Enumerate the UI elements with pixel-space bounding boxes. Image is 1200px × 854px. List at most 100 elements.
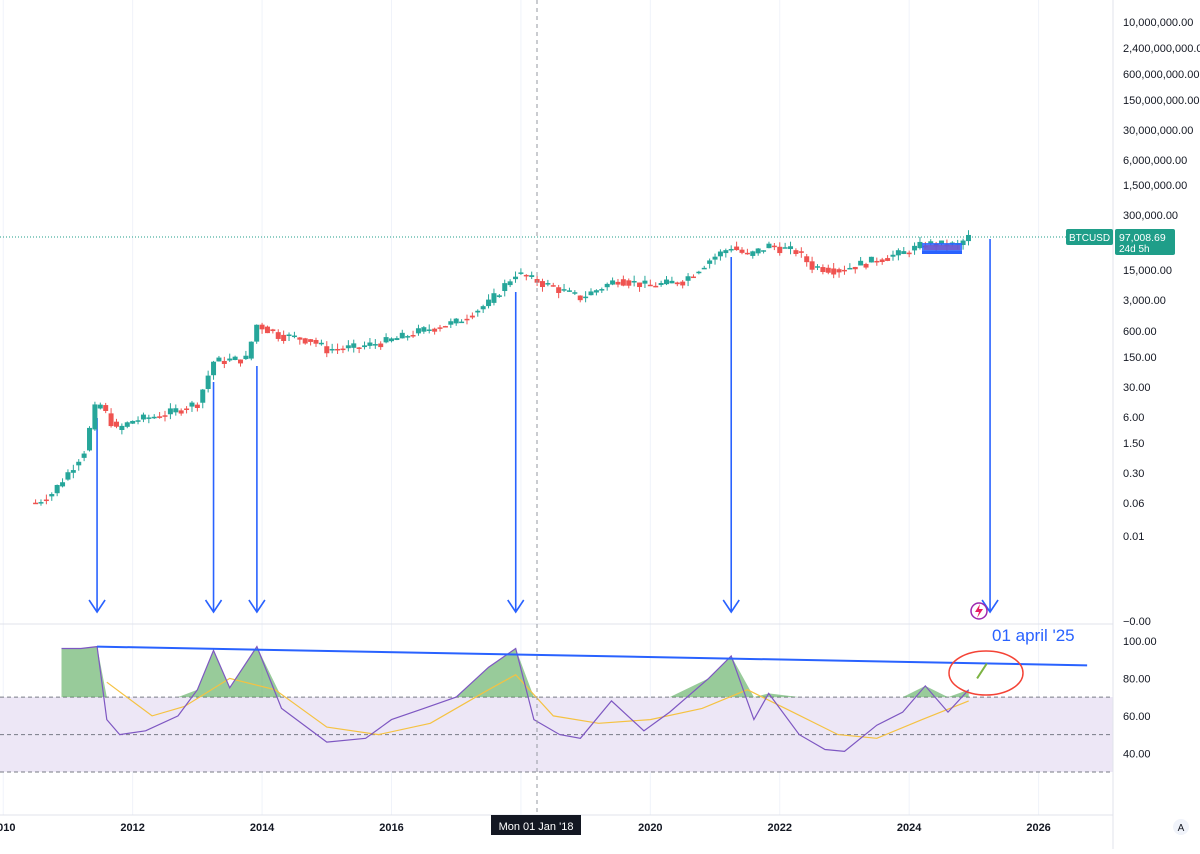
cycle-arrow-head[interactable] (722, 599, 740, 614)
rsi-trendline[interactable] (97, 645, 1088, 667)
lightning-icon[interactable] (970, 602, 988, 620)
candle-body (550, 285, 556, 287)
position-box[interactable] (922, 243, 962, 254)
cycle-arrow-head[interactable] (507, 599, 525, 614)
candle-body (664, 279, 670, 285)
candle-body (965, 234, 971, 242)
price-axis-label: 1.50 (1123, 438, 1144, 450)
chart-grid (2, 0, 1040, 815)
price-pane[interactable] (0, 230, 1113, 620)
candle-body (782, 247, 788, 249)
candle-body (696, 271, 702, 274)
candle-body (415, 328, 421, 334)
candle-body (739, 249, 745, 253)
candle-body (669, 280, 675, 284)
candle-body (405, 336, 411, 338)
annotation-circle[interactable] (948, 650, 1024, 696)
candle-body (825, 267, 831, 273)
candle-body (340, 348, 346, 351)
candle-body (626, 280, 632, 286)
candle-body (205, 375, 211, 389)
candle-body (658, 282, 664, 286)
candle-body (491, 293, 497, 303)
candle-body (87, 427, 93, 451)
candle-body (836, 269, 842, 273)
time-axis[interactable]: 2010 2012 2014 2016 2020 2022 2024 2026 (0, 822, 1051, 834)
candle-body (572, 292, 578, 294)
crosshair-time-text: Mon 01 Jan '18 (499, 821, 574, 833)
candle-body (103, 405, 109, 411)
candle-body (297, 337, 303, 340)
candle-body (410, 335, 416, 337)
price-axis[interactable]: 10,000,000.00 2,400,000,000.0 600,000,000.… (1123, 17, 1200, 628)
candle-body (108, 413, 114, 427)
candle-body (43, 499, 49, 502)
candle-body (507, 281, 513, 286)
cycle-arrow-head[interactable] (248, 599, 266, 614)
price-axis-label: 30.00 (1123, 382, 1151, 394)
annotation-text[interactable]: 01 april '25 (992, 626, 1075, 645)
candle-body (744, 252, 750, 255)
candle-body (518, 272, 524, 274)
candle-body (728, 248, 734, 251)
candle-body (119, 425, 125, 430)
rsi-projection-line[interactable] (976, 662, 988, 679)
rsi-axis-label: 60.00 (1123, 711, 1151, 723)
cycle-arrow-head[interactable] (88, 599, 106, 614)
candle-body (388, 338, 394, 342)
candle-body (383, 337, 389, 343)
candle-body (486, 299, 492, 307)
candle-body (302, 338, 308, 344)
rsi-axis[interactable]: 100.00 80.00 60.00 40.00 (1123, 636, 1157, 760)
auto-scale-label: A (1178, 823, 1185, 834)
cycle-arrow-head[interactable] (204, 599, 223, 614)
time-axis-label: 2024 (897, 822, 922, 834)
candle-body (227, 358, 233, 361)
candle-body (135, 420, 141, 422)
price-axis-label: 0.01 (1123, 531, 1144, 543)
candle-body (453, 318, 459, 324)
rsi-axis-label: 80.00 (1123, 673, 1151, 685)
candle-body (637, 282, 643, 288)
price-axis-label: 30,000,000.00 (1123, 125, 1193, 137)
candle-body (362, 345, 368, 348)
candle-body (130, 420, 136, 424)
candle-body (286, 334, 292, 337)
price-tag: BTCUSD 97,008.69 24d 5h (1066, 229, 1175, 255)
candle-body (685, 276, 691, 281)
candle-body (49, 494, 55, 497)
time-axis-label: 2010 (0, 822, 15, 834)
candle-body (329, 348, 335, 351)
rsi-axis-label: 40.00 (1123, 748, 1151, 760)
candle-body (432, 328, 438, 332)
candle-body (173, 408, 179, 413)
candle-body (723, 250, 729, 254)
cycle-arrow-head[interactable] (981, 599, 999, 614)
candle-body (162, 415, 168, 417)
candle-body (351, 343, 357, 348)
candle-body (701, 267, 707, 270)
candle-body (335, 348, 341, 351)
candle-body (97, 404, 103, 409)
candle-body (712, 256, 718, 260)
candle-body (248, 341, 254, 359)
candle-body (874, 260, 880, 263)
candle-body (545, 283, 551, 285)
price-axis-label: 1,500,000.00 (1123, 180, 1187, 192)
price-candles (33, 230, 971, 506)
candle-body (717, 251, 723, 257)
candle-body (960, 240, 966, 246)
candle-body (690, 276, 696, 279)
price-axis-label: 150.00 (1123, 352, 1157, 364)
candle-body (820, 267, 826, 273)
candle-body (788, 246, 794, 250)
candle-body (809, 261, 815, 270)
candle-body (421, 327, 427, 332)
candle-body (906, 252, 912, 255)
candle-body (140, 414, 146, 420)
candle-body (76, 461, 82, 466)
auto-scale-button[interactable]: A (1173, 819, 1189, 835)
rsi-pane[interactable]: 01 april '25 (0, 626, 1113, 773)
